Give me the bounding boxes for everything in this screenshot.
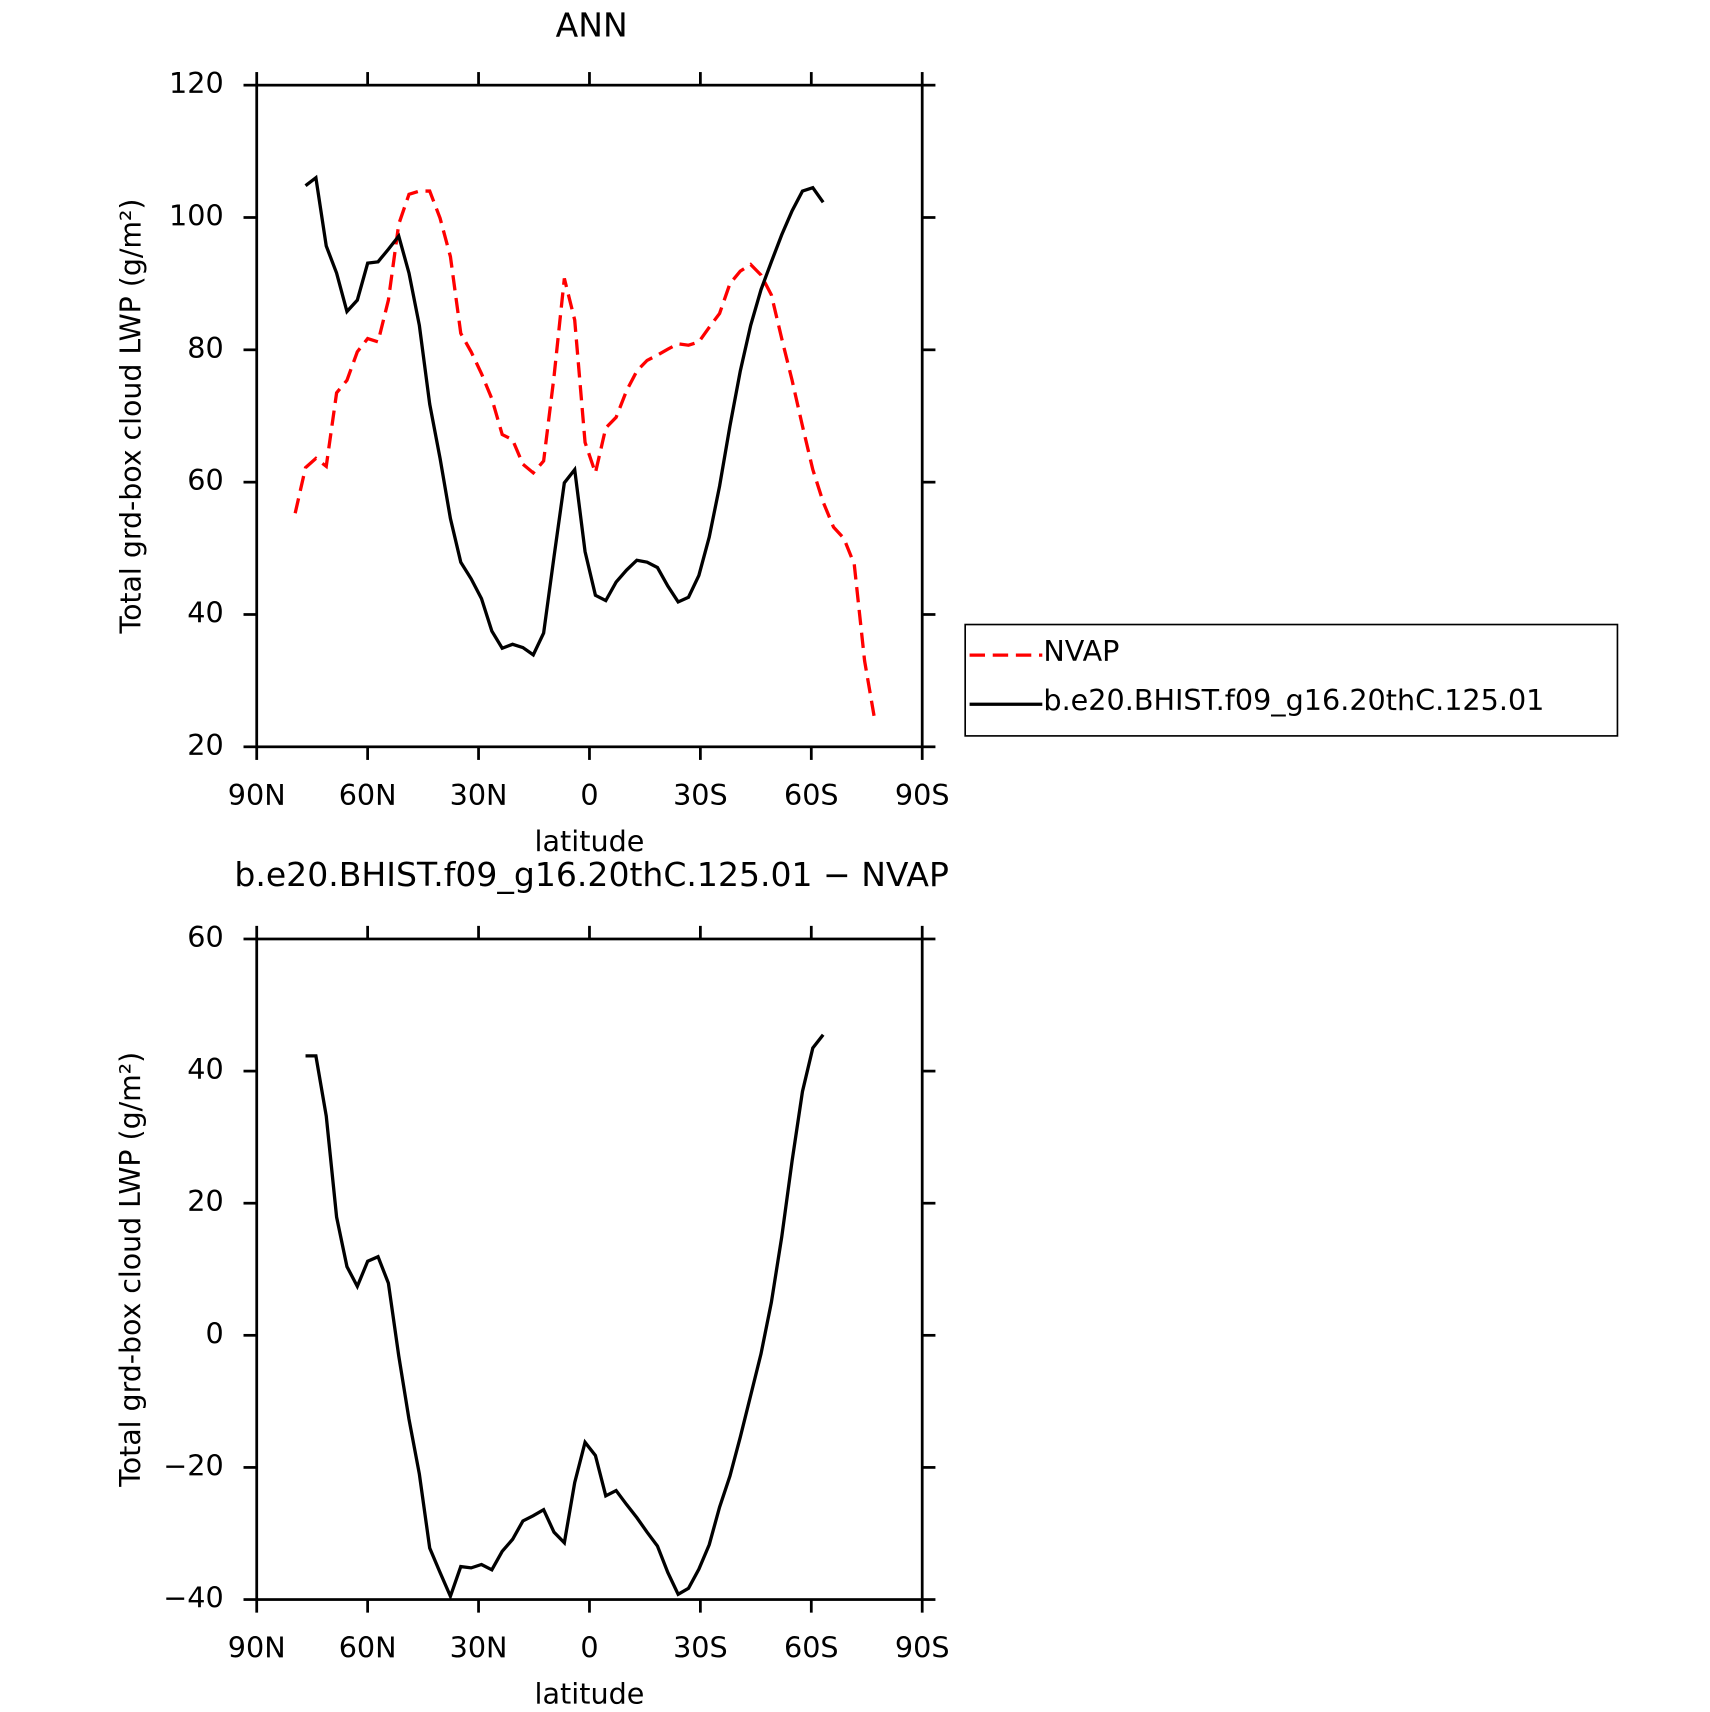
y-tick-label: 40 [187, 1053, 223, 1086]
x-tick-label: 90S [895, 779, 950, 812]
legend-label: b.e20.BHIST.f09_g16.20thC.125.01 [1043, 684, 1544, 717]
y-tick-label: 20 [187, 1185, 223, 1218]
chart-title: b.e20.BHIST.f09_g16.20thC.125.01 − NVAP [234, 855, 949, 894]
x-axis-label: latitude [535, 825, 645, 858]
x-tick-label: 90S [895, 1632, 950, 1665]
y-tick-label: 0 [205, 1317, 223, 1350]
x-tick-label: 60N [339, 1632, 397, 1665]
x-tick-label: 30S [673, 779, 728, 812]
x-tick-label: 60S [784, 1632, 839, 1665]
y-axis-label: Total grd-box cloud LWP (g/m²) [114, 1052, 147, 1488]
data-line [304, 174, 825, 658]
x-tick-label: 60N [339, 779, 397, 812]
data-line [293, 189, 877, 721]
legend-label: NVAP [1043, 635, 1119, 668]
x-tick-label: 30N [450, 1632, 508, 1665]
data-line [305, 1033, 825, 1601]
x-tick-label: 30N [450, 779, 508, 812]
x-tick-label: 90N [228, 1632, 286, 1665]
legend-box [964, 623, 1619, 737]
y-tick-label: 40 [187, 597, 223, 630]
x-tick-label: 0 [580, 1632, 598, 1665]
y-tick-label: 60 [187, 921, 223, 954]
y-axis-label: Total grd-box cloud LWP (g/m²) [114, 199, 147, 635]
y-tick-label: 120 [169, 67, 224, 100]
x-tick-label: 60S [784, 779, 839, 812]
x-axis-label: latitude [535, 1678, 645, 1711]
x-tick-label: 0 [580, 779, 598, 812]
y-tick-label: 80 [187, 332, 223, 365]
x-tick-label: 90N [228, 779, 286, 812]
x-tick-label: 30S [673, 1632, 728, 1665]
chart-title: ANN [556, 6, 628, 45]
y-tick-label: 20 [187, 729, 223, 762]
plot-frame [255, 83, 924, 749]
y-tick-label: −40 [163, 1582, 223, 1615]
y-tick-label: 60 [187, 464, 223, 497]
y-tick-label: −20 [163, 1450, 223, 1483]
y-tick-label: 100 [169, 200, 224, 233]
